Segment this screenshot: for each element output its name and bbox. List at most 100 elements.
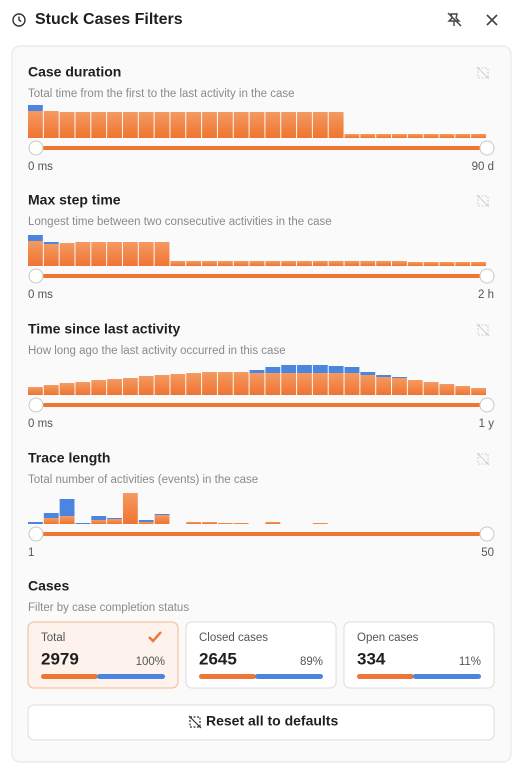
range-max-label: 50: [481, 547, 494, 559]
range-min-label: 0 ms: [28, 161, 53, 173]
reset-filter-icon[interactable]: [476, 323, 490, 337]
histogram-bar: [312, 373, 328, 395]
histogram-bar: [297, 112, 312, 138]
range-handle-max[interactable]: [479, 268, 495, 284]
card-bar-blue: [255, 674, 323, 679]
range-handle-max[interactable]: [479, 526, 495, 542]
icon-shape: [477, 67, 489, 79]
histogram-bar: [312, 261, 328, 266]
histogram-bar: [360, 372, 376, 375]
histogram-bar: [471, 262, 486, 266]
icon-shape: [477, 453, 489, 465]
histogram-bar: [138, 376, 154, 395]
histogram-bar: [455, 134, 471, 138]
range-handle-min[interactable]: [28, 140, 44, 156]
histogram-bar: [265, 367, 281, 373]
histogram-bar: [154, 375, 170, 395]
histogram-bar: [217, 112, 233, 138]
histogram-bar: [471, 134, 486, 138]
histogram-bar: [43, 385, 59, 395]
histogram-bar: [233, 112, 249, 138]
reset-filter-icon[interactable]: [476, 452, 490, 466]
histogram-bar: [91, 520, 107, 524]
histogram-bar: [376, 375, 392, 377]
range-min-label: 1: [28, 547, 34, 559]
section-subtitle: Total number of activities (events) in t…: [28, 474, 258, 486]
range-track: [35, 274, 487, 278]
histogram-bar: [170, 261, 186, 266]
icon-shape: [476, 452, 490, 466]
histogram-bar: [328, 373, 344, 395]
histogram-bar: [297, 261, 312, 266]
histogram-bar: [281, 112, 297, 138]
histogram-bar: [297, 365, 312, 373]
card-percent: 100%: [136, 656, 165, 668]
range-handle-min[interactable]: [28, 526, 44, 542]
histogram-bar: [28, 522, 43, 524]
section-subtitle: How long ago the last activity occurred …: [28, 345, 286, 357]
histogram-bar: [154, 515, 170, 524]
histogram-bar: [407, 380, 423, 395]
range-track: [35, 403, 487, 407]
reset-button[interactable]: [27, 704, 495, 741]
histogram-bar: [28, 387, 43, 395]
icon-shape: [476, 66, 490, 80]
histogram-bar: [154, 112, 170, 138]
histogram-bar: [423, 134, 439, 138]
panel-title: Stuck Cases Filters: [35, 11, 183, 28]
range-handle-min[interactable]: [28, 268, 44, 284]
histogram-bar: [28, 235, 43, 241]
histogram-bar: [170, 112, 186, 138]
card-label: Open cases: [357, 632, 419, 644]
clock-icon: [12, 13, 26, 27]
histogram-bar: [344, 367, 360, 373]
histogram-bar: [122, 242, 138, 266]
histogram-bar: [233, 372, 249, 395]
range-handle-max[interactable]: [479, 397, 495, 413]
histogram-bar: [91, 112, 107, 138]
icon-shape: [477, 324, 489, 336]
histogram-bar: [154, 514, 170, 515]
range-handle-min[interactable]: [28, 397, 44, 413]
histogram-bar: [217, 372, 233, 395]
histogram-bar: [75, 112, 91, 138]
histogram-bar: [43, 111, 59, 138]
histogram-bar: [122, 493, 138, 524]
histogram-bar: [186, 112, 202, 138]
icon-shape: [476, 194, 490, 208]
reset-label: Reset all to defaults: [206, 713, 338, 729]
icon-shape: [477, 195, 489, 207]
histogram-bar: [344, 261, 360, 266]
card-bar-orange: [41, 674, 98, 679]
section-title: Case duration: [28, 64, 121, 80]
reset-filter-icon[interactable]: [476, 66, 490, 80]
histogram-bar: [59, 516, 75, 524]
section-subtitle: Total time from the first to the last ac…: [28, 88, 295, 100]
range-handle-max[interactable]: [479, 140, 495, 156]
selected-check: [148, 631, 162, 643]
close-button[interactable]: [486, 14, 498, 26]
case-card[interactable]: [343, 621, 495, 689]
histogram-bar: [312, 365, 328, 373]
histogram-bar: [407, 134, 423, 138]
case-card[interactable]: [27, 621, 179, 689]
histogram-bar: [75, 523, 91, 524]
reset-filter-icon[interactable]: [476, 194, 490, 208]
unpin-button[interactable]: [447, 12, 462, 27]
card-count: 334: [357, 649, 386, 668]
histogram-bar: [392, 378, 407, 395]
histogram-bar: [43, 242, 59, 244]
histogram-bar: [122, 378, 138, 395]
histogram-bar: [91, 242, 107, 266]
histogram-bar: [328, 261, 344, 266]
histogram-bar: [423, 382, 439, 395]
histogram-bar: [217, 261, 233, 266]
case-card[interactable]: [185, 621, 337, 689]
histogram-bar: [281, 261, 297, 266]
histogram-bar: [107, 379, 122, 395]
range-max-label: 1 y: [479, 418, 495, 430]
histogram-bar: [59, 112, 75, 138]
histogram-bar: [297, 373, 312, 395]
histogram-bar: [312, 112, 328, 138]
